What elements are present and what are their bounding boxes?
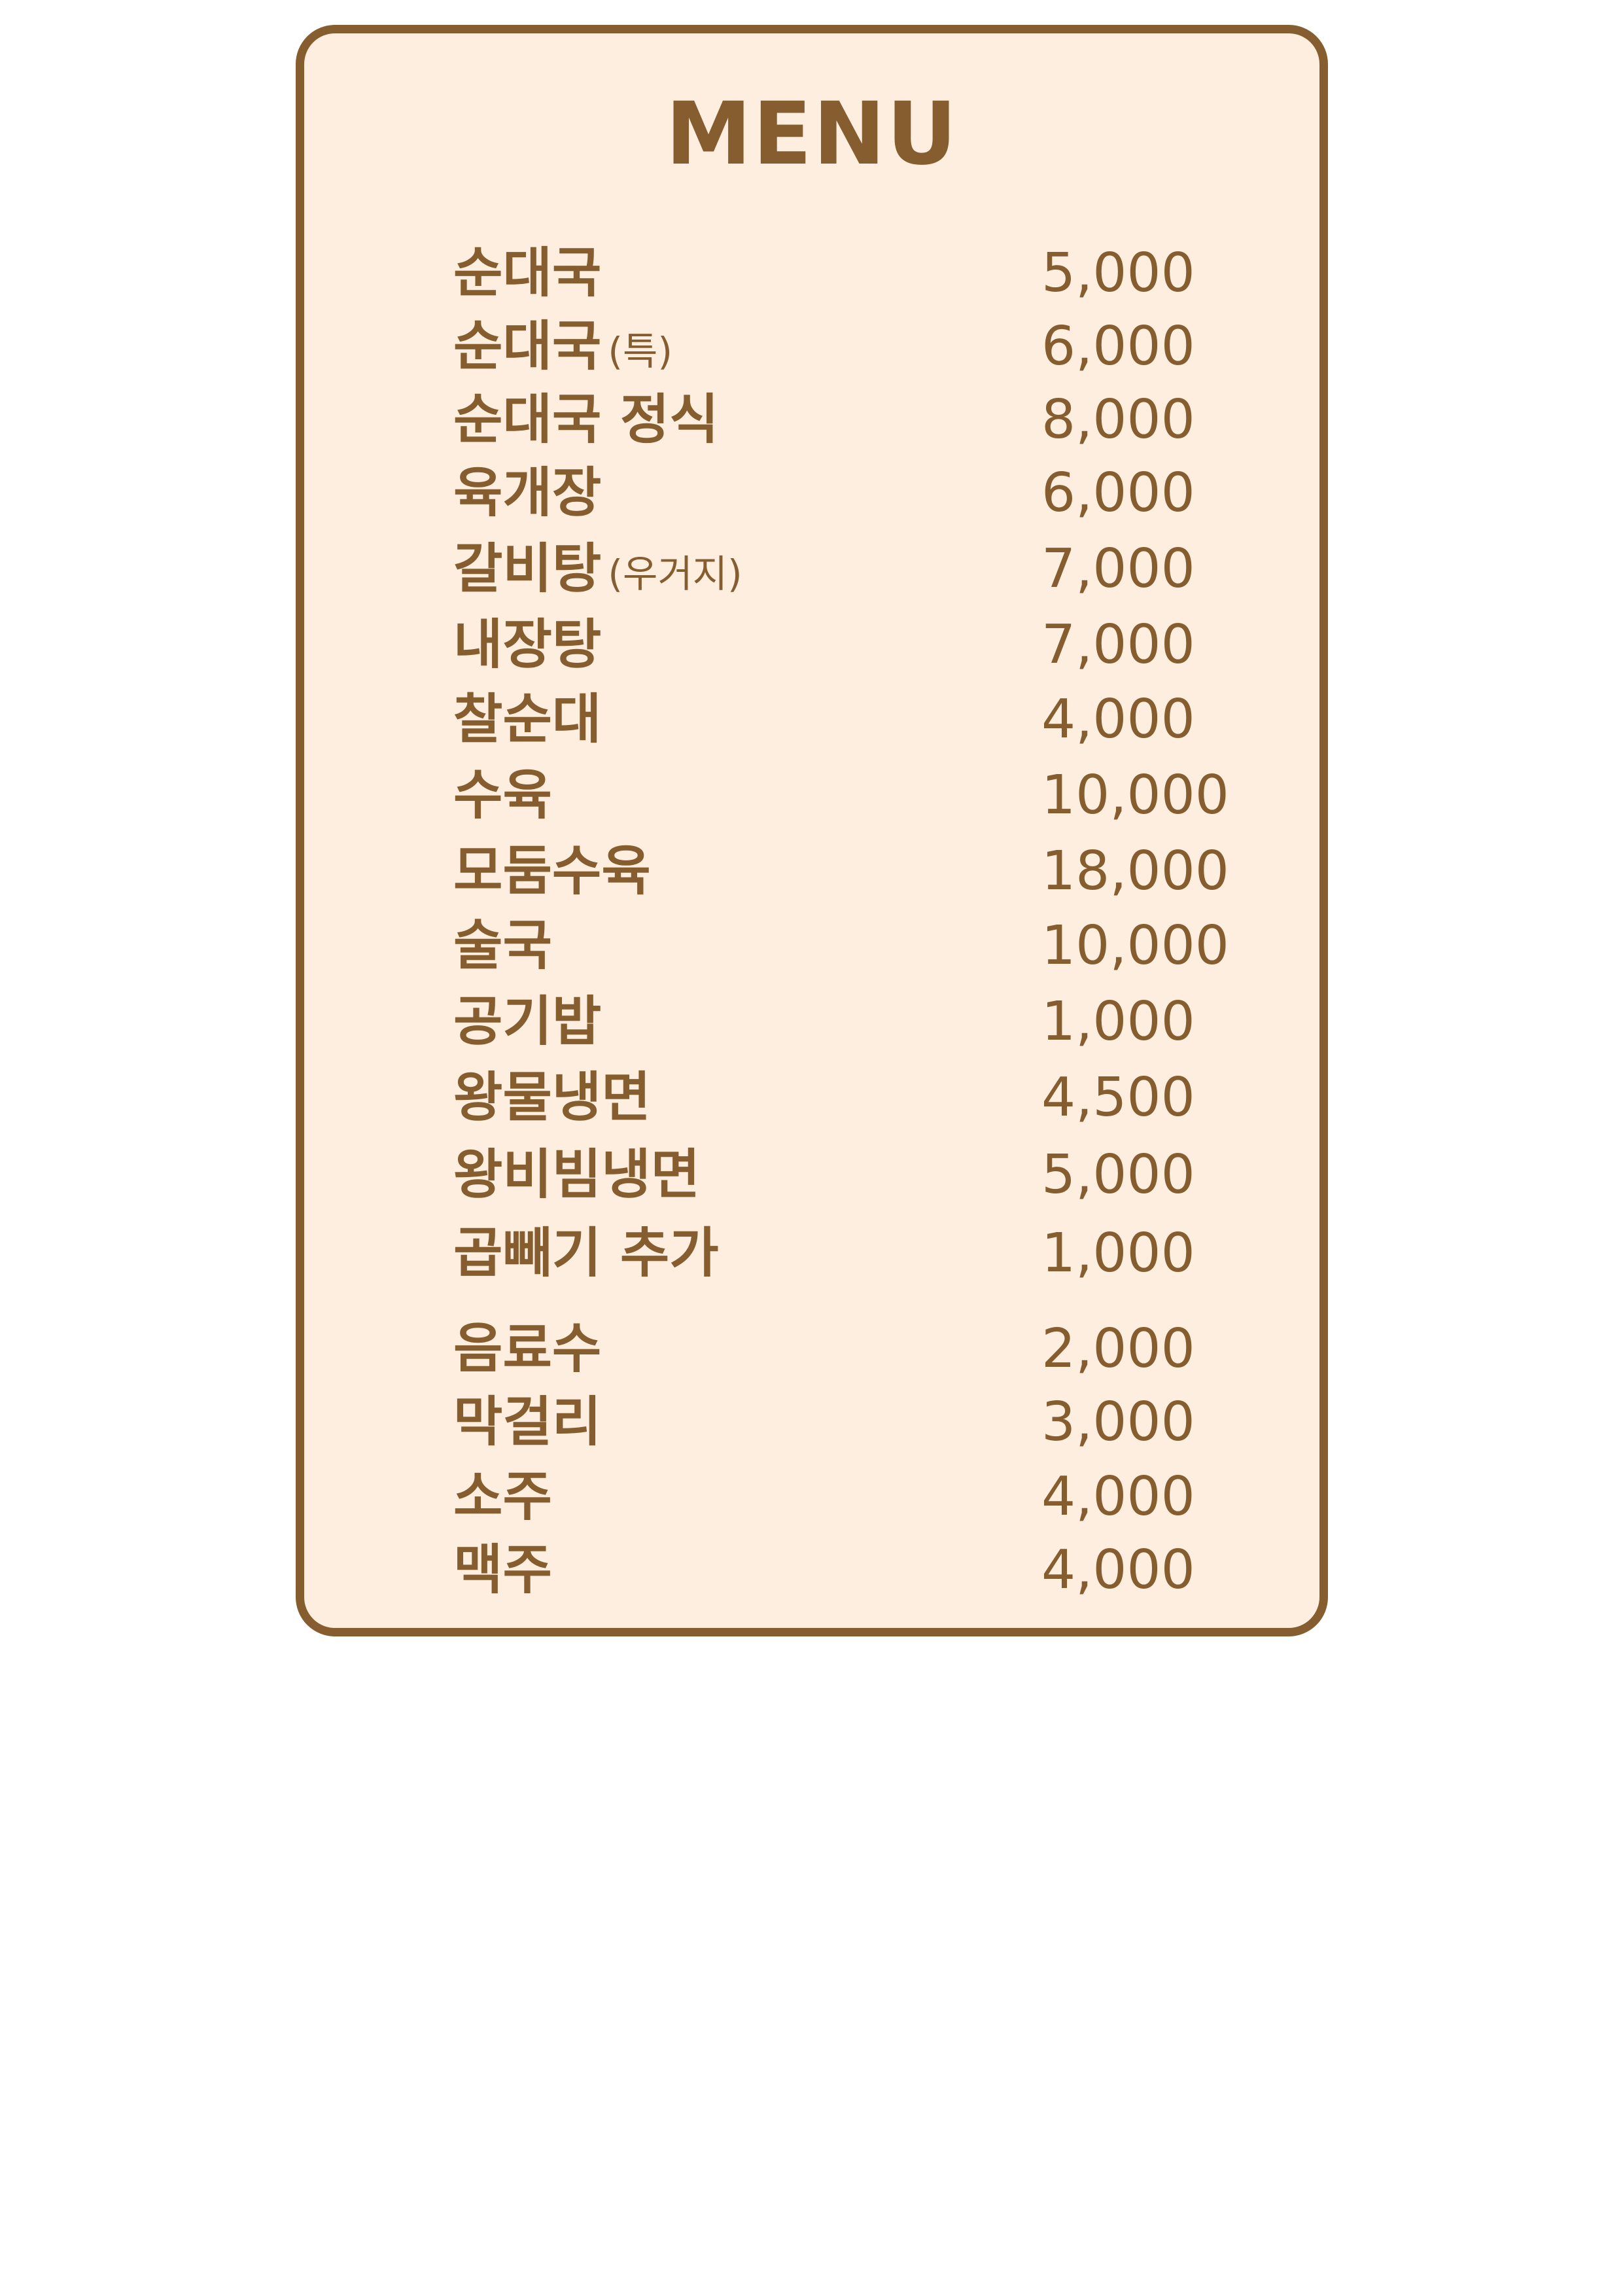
- menu-item-price: 18,000: [1041, 840, 1229, 902]
- menu-item: 육개장 6,000: [304, 457, 1319, 529]
- drink-item-price: 4,000: [1041, 1466, 1195, 1528]
- drink-item-name: 맥주: [453, 1539, 552, 1601]
- menu-item-price: 7,000: [1041, 614, 1195, 676]
- menu-item-note: (우거지): [608, 552, 742, 596]
- menu-item-price: 1,000: [1041, 991, 1195, 1053]
- menu-item: 갈비탕 (우거지) 7,000: [304, 533, 1319, 605]
- menu-item-name: 곱빼기 추가: [453, 1222, 719, 1284]
- drink-item-name: 막걸리: [453, 1391, 602, 1453]
- menu-item-price: 10,000: [1041, 764, 1229, 826]
- menu-item-name: 모둠수육: [453, 840, 651, 902]
- menu-item-name: 육개장: [453, 462, 602, 524]
- menu-item-price: 8,000: [1041, 389, 1195, 451]
- menu-item-name: 술국: [453, 915, 552, 977]
- menu-item-price: 6,000: [1041, 315, 1195, 378]
- menu-item: 찰순대 4,000: [304, 684, 1319, 756]
- menu-item-price: 7,000: [1041, 538, 1195, 600]
- menu-board: MENU 순대국 5,000 순대국 (특) 6,000 순대국 정식 8,000…: [296, 25, 1328, 1636]
- menu-item-price: 6,000: [1041, 462, 1195, 524]
- drink-item: 막걸리 3,000: [304, 1386, 1319, 1458]
- menu-item-price: 5,000: [1041, 242, 1195, 304]
- menu-item: 술국 10,000: [304, 910, 1319, 982]
- menu-title: MENU: [665, 84, 958, 185]
- menu-item-name: 왕비빔냉면: [453, 1144, 701, 1206]
- menu-item: 곱빼기 추가 1,000: [304, 1218, 1319, 1290]
- menu-item-price: 1,000: [1041, 1222, 1195, 1284]
- menu-item-name: 순대국: [453, 242, 602, 304]
- menu-item: 수육 10,000: [304, 760, 1319, 832]
- menu-item-price: 4,500: [1041, 1067, 1195, 1129]
- drink-item-price: 3,000: [1041, 1391, 1195, 1453]
- menu-item: 내장탕 7,000: [304, 609, 1319, 681]
- menu-item-name: 내장탕: [453, 614, 602, 676]
- menu-item: 왕물냉면 4,500: [304, 1062, 1319, 1134]
- menu-item: 왕비빔냉면 5,000: [304, 1139, 1319, 1211]
- menu-item: 순대국 정식 8,000: [304, 384, 1319, 456]
- menu-item-price: 10,000: [1041, 915, 1229, 977]
- drink-item: 음료수 2,000: [304, 1313, 1319, 1385]
- menu-item-name: 수육: [453, 764, 552, 826]
- menu-item: 모둠수육 18,000: [304, 836, 1319, 908]
- menu-item-name: 왕물냉면: [453, 1067, 651, 1129]
- drink-item-name: 소주: [453, 1466, 552, 1528]
- menu-item-price: 4,000: [1041, 688, 1195, 751]
- menu-item-name: 갈비탕 (우거지): [453, 538, 742, 600]
- drink-item-price: 4,000: [1041, 1539, 1195, 1601]
- menu-item-name: 공기밥: [453, 991, 602, 1053]
- menu-item-name: 순대국 (특): [453, 315, 672, 378]
- menu-item-name: 순대국 정식: [453, 389, 719, 451]
- menu-item-price: 5,000: [1041, 1144, 1195, 1206]
- drink-item: 소주 4,000: [304, 1461, 1319, 1533]
- drink-item-price: 2,000: [1041, 1318, 1195, 1380]
- menu-item-name: 찰순대: [453, 688, 602, 751]
- menu-item: 공기밥 1,000: [304, 986, 1319, 1058]
- menu-item: 순대국 (특) 6,000: [304, 311, 1319, 383]
- menu-item-note: (특): [608, 329, 672, 374]
- drink-item-name: 음료수: [453, 1318, 602, 1380]
- drink-item: 맥주 4,000: [304, 1534, 1319, 1606]
- menu-item: 순대국 5,000: [304, 238, 1319, 309]
